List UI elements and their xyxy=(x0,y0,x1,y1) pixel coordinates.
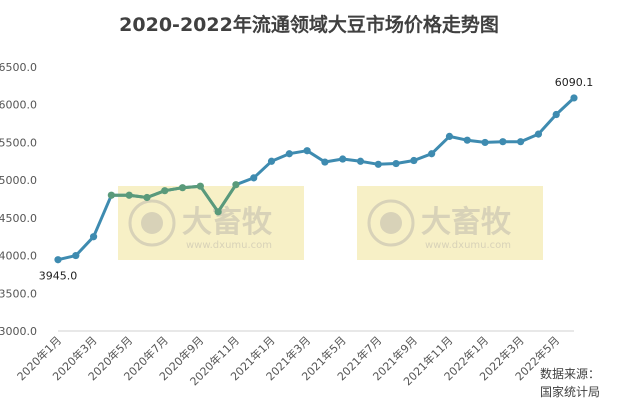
data-point xyxy=(445,132,454,140)
data-point xyxy=(54,256,62,264)
data-point xyxy=(232,181,240,189)
data-point xyxy=(374,160,382,168)
data-point xyxy=(161,187,169,195)
y-tick-label: 3000.0 xyxy=(0,325,37,338)
y-tick-label: 5500.0 xyxy=(0,136,37,149)
y-axis: 3000.0 3500.0 4000.0 4500.0 5000.0 5500.0 6000… xyxy=(0,61,37,338)
data-point xyxy=(570,94,578,102)
data-point xyxy=(534,130,543,138)
y-tick-label: 6000.0 xyxy=(0,99,37,112)
watermark-text: 大畜牧 xyxy=(182,205,273,240)
data-point xyxy=(72,251,80,260)
data-point xyxy=(267,157,276,165)
watermark-logo-icon xyxy=(367,199,415,247)
data-source-note: 数据来源： 国家统计局 xyxy=(540,365,600,401)
source-line-1: 数据来源： xyxy=(540,367,601,381)
watermark-url: www.dxumu.com xyxy=(186,240,272,251)
watermark-logo-icon xyxy=(128,199,176,247)
watermark-text: 大畜牧 xyxy=(421,205,512,240)
data-point xyxy=(196,182,204,190)
data-label: 3945.0 xyxy=(39,270,78,283)
data-point xyxy=(428,150,436,158)
source-line-2: 国家统计局 xyxy=(540,385,601,399)
y-tick-label: 6500.0 xyxy=(0,61,37,74)
data-point xyxy=(214,208,222,216)
watermark-logo-dot xyxy=(380,212,402,234)
y-tick-label: 5000.0 xyxy=(0,174,37,187)
data-point xyxy=(321,158,329,166)
data-point xyxy=(250,174,258,182)
data-point xyxy=(410,156,418,165)
data-point xyxy=(552,110,560,119)
data-label-layer: 3945.0 6090.1 xyxy=(39,76,594,283)
y-tick-label: 4500.0 xyxy=(0,212,37,225)
data-label: 6090.1 xyxy=(555,76,594,89)
y-tick-label: 3500.0 xyxy=(0,287,37,300)
watermark-logo-dot xyxy=(141,212,163,234)
data-point xyxy=(356,157,365,165)
data-point xyxy=(89,233,98,241)
data-point xyxy=(392,159,400,168)
data-point xyxy=(517,138,525,146)
data-point xyxy=(107,191,115,199)
watermark-url: www.dxumu.com xyxy=(425,240,511,251)
data-point xyxy=(481,138,489,147)
x-axis: 2020年1月2020年3月2020年5月2020年7月2020年9月2020年… xyxy=(14,330,574,388)
series-layer xyxy=(54,94,578,264)
y-tick-label: 4000.0 xyxy=(0,250,37,263)
data-point xyxy=(125,191,133,199)
data-point xyxy=(303,147,311,155)
data-point xyxy=(143,193,151,202)
data-point xyxy=(463,136,471,144)
data-point xyxy=(499,138,507,146)
data-point xyxy=(339,155,347,163)
data-point xyxy=(285,150,293,158)
data-point xyxy=(178,184,187,192)
chart-title: 2020-2022年流通领域大豆市场价格走势图 xyxy=(119,14,499,36)
